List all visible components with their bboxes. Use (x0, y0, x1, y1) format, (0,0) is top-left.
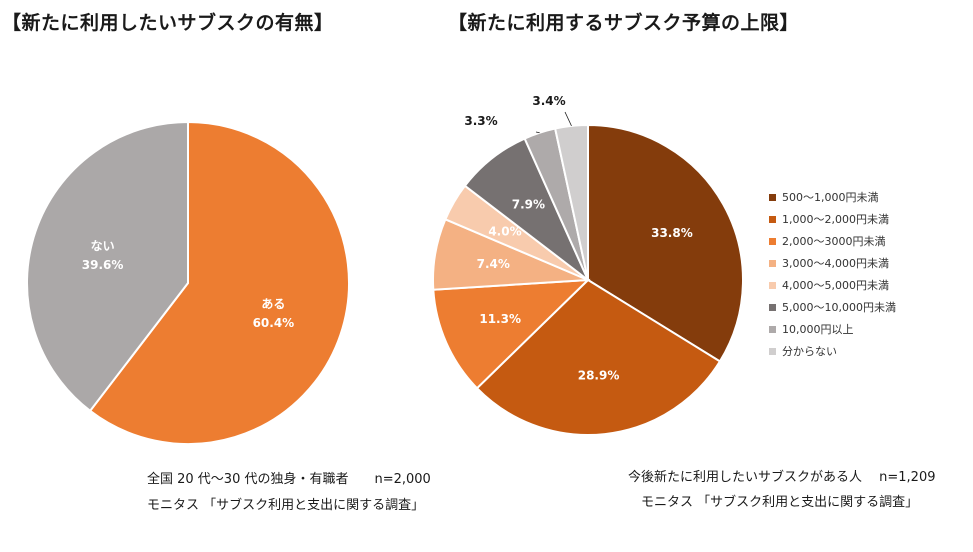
legend-item: 5,000～10,000円未満 (782, 301, 896, 314)
legend-item: 3,000～4,000円未満 (782, 257, 889, 270)
leader-line (535, 131, 540, 134)
legend-item: 2,000～3000円未満 (782, 235, 886, 248)
legend-item: 10,000円以上 (782, 323, 854, 336)
data-label: 3.3% (464, 114, 497, 128)
legend: 500～1,000円未満 1,000～2,000円未満 2,000～3000円未満 3… (769, 191, 896, 358)
legend-item: 500～1,000円未満 (782, 191, 879, 204)
leader-line (564, 111, 572, 127)
legend-item: 4,000～5,000円未満 (782, 279, 889, 292)
legend-swatch (769, 304, 776, 311)
legend-item: 分からない (782, 345, 837, 358)
data-label: 3.4% (532, 94, 565, 108)
legend-swatch (769, 216, 776, 223)
slice-category-label: ある (261, 297, 285, 311)
pie-right: 33.8% 28.9% 11.3% 7.4% 4.0% 7.9% 3.3% 3.4% (432, 94, 744, 436)
data-label: 33.8% (651, 226, 693, 240)
chart-title-left: 【新たに利用したいサブスクの有無】 (2, 12, 334, 34)
data-label: 11.3% (479, 312, 521, 326)
legend-swatch (769, 194, 776, 201)
data-label: 7.9% (512, 198, 545, 212)
pie-slice (587, 123, 744, 363)
sample-note-left: 全国 20 代～30 代の独身・有職者 n=2,000 (147, 472, 431, 487)
data-label: 4.0% (488, 225, 521, 239)
pie-slice (432, 278, 591, 390)
legend-swatch (769, 348, 776, 355)
data-label: 60.4% (253, 316, 295, 330)
pie-slice (88, 120, 351, 445)
source-note-right: モニタス 「サブスク利用と支出に関する調査」 (641, 495, 919, 510)
data-label: 28.9% (578, 369, 620, 383)
legend-swatch (769, 282, 776, 289)
data-label: 7.4% (477, 257, 510, 271)
legend-swatch (769, 326, 776, 333)
pie-left: ある 60.4% ない 39.6% (26, 120, 351, 445)
source-note-left: モニタス 「サブスク利用と支出に関する調査」 (147, 498, 425, 513)
chart-title-right: 【新たに利用するサブスク予算の上限】 (448, 12, 800, 34)
legend-swatch (769, 260, 776, 267)
data-label: 39.6% (82, 258, 124, 272)
slice-category-label: ない (91, 239, 115, 253)
sample-note-right: 今後新たに利用したいサブスクがある人 n=1,209 (628, 470, 936, 485)
legend-item: 1,000～2,000円未満 (782, 213, 889, 226)
pie-slice (475, 278, 722, 436)
legend-swatch (769, 238, 776, 245)
pie-slice (26, 120, 189, 413)
